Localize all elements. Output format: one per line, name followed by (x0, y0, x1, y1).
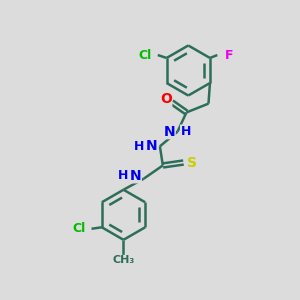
Text: Cl: Cl (139, 49, 152, 62)
Text: N: N (146, 139, 158, 153)
Text: F: F (225, 49, 233, 62)
Text: CH₃: CH₃ (112, 255, 135, 266)
Text: O: O (160, 92, 172, 106)
Text: N: N (164, 124, 175, 139)
Text: Cl: Cl (72, 222, 86, 235)
Text: H: H (118, 169, 128, 182)
Text: N: N (130, 169, 141, 183)
Text: H: H (134, 140, 144, 153)
Text: H: H (181, 125, 191, 138)
Text: S: S (187, 155, 197, 170)
